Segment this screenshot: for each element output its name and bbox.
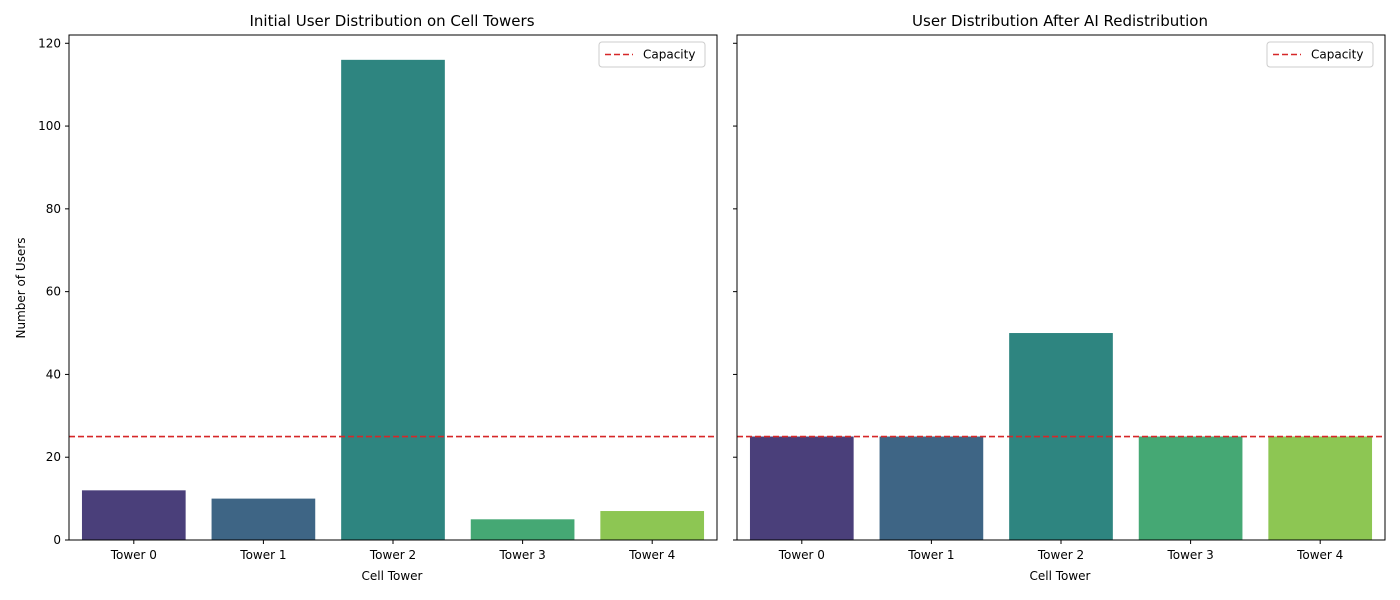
left-legend: Capacity bbox=[598, 41, 706, 68]
left-x-tick-label: Tower 4 bbox=[628, 548, 675, 562]
left-y-axis-label: Number of Users bbox=[14, 237, 28, 338]
left-legend-box bbox=[598, 41, 706, 68]
right-legend-label: Capacity bbox=[1311, 48, 1363, 62]
left-y-tick-label: 80 bbox=[46, 202, 61, 216]
left-x-tick-label: Tower 0 bbox=[110, 548, 157, 562]
left-y-tick-label: 100 bbox=[38, 119, 61, 133]
right-chart-title: User Distribution After AI Redistributio… bbox=[912, 12, 1208, 30]
right-x-tick-label: Tower 0 bbox=[778, 548, 825, 562]
right-x-tick-label: Tower 3 bbox=[1166, 548, 1213, 562]
right-bar-tower-0 bbox=[749, 436, 854, 540]
left-x-tick-label: Tower 2 bbox=[369, 548, 416, 562]
left-bar-tower-2 bbox=[341, 59, 445, 541]
left-x-tick-label: Tower 3 bbox=[498, 548, 545, 562]
left-x-axis-label: Cell Tower bbox=[361, 569, 422, 583]
left-x-tick-label: Tower 1 bbox=[239, 548, 286, 562]
right-x-tick-label: Tower 1 bbox=[907, 548, 954, 562]
left-y-tick-label: 40 bbox=[46, 367, 61, 381]
right-legend: Capacity bbox=[1266, 41, 1374, 68]
left-y-tick-label: 60 bbox=[46, 285, 61, 299]
left-bar-tower-3 bbox=[470, 519, 575, 540]
left-y-tick-label: 120 bbox=[38, 36, 61, 50]
left-y-tick-label: 20 bbox=[46, 450, 61, 464]
right-x-tick-label: Tower 2 bbox=[1037, 548, 1084, 562]
left-bar-tower-1 bbox=[211, 498, 316, 540]
left-bar-tower-0 bbox=[81, 490, 186, 540]
left-legend-label: Capacity bbox=[643, 48, 695, 62]
right-bar-tower-4 bbox=[1268, 436, 1373, 540]
right-chart-panel: User Distribution After AI Redistributio… bbox=[733, 12, 1386, 583]
right-bar-tower-3 bbox=[1138, 436, 1243, 540]
right-x-axis-label: Cell Tower bbox=[1029, 569, 1090, 583]
left-chart-panel: Initial User Distribution on Cell Towers… bbox=[14, 12, 718, 583]
right-x-tick-label: Tower 4 bbox=[1296, 548, 1343, 562]
left-y-tick-label: 0 bbox=[53, 533, 61, 547]
left-chart-title: Initial User Distribution on Cell Towers bbox=[249, 12, 534, 30]
left-bar-tower-4 bbox=[600, 511, 705, 540]
right-bar-tower-1 bbox=[879, 436, 984, 540]
right-legend-box bbox=[1266, 41, 1374, 68]
